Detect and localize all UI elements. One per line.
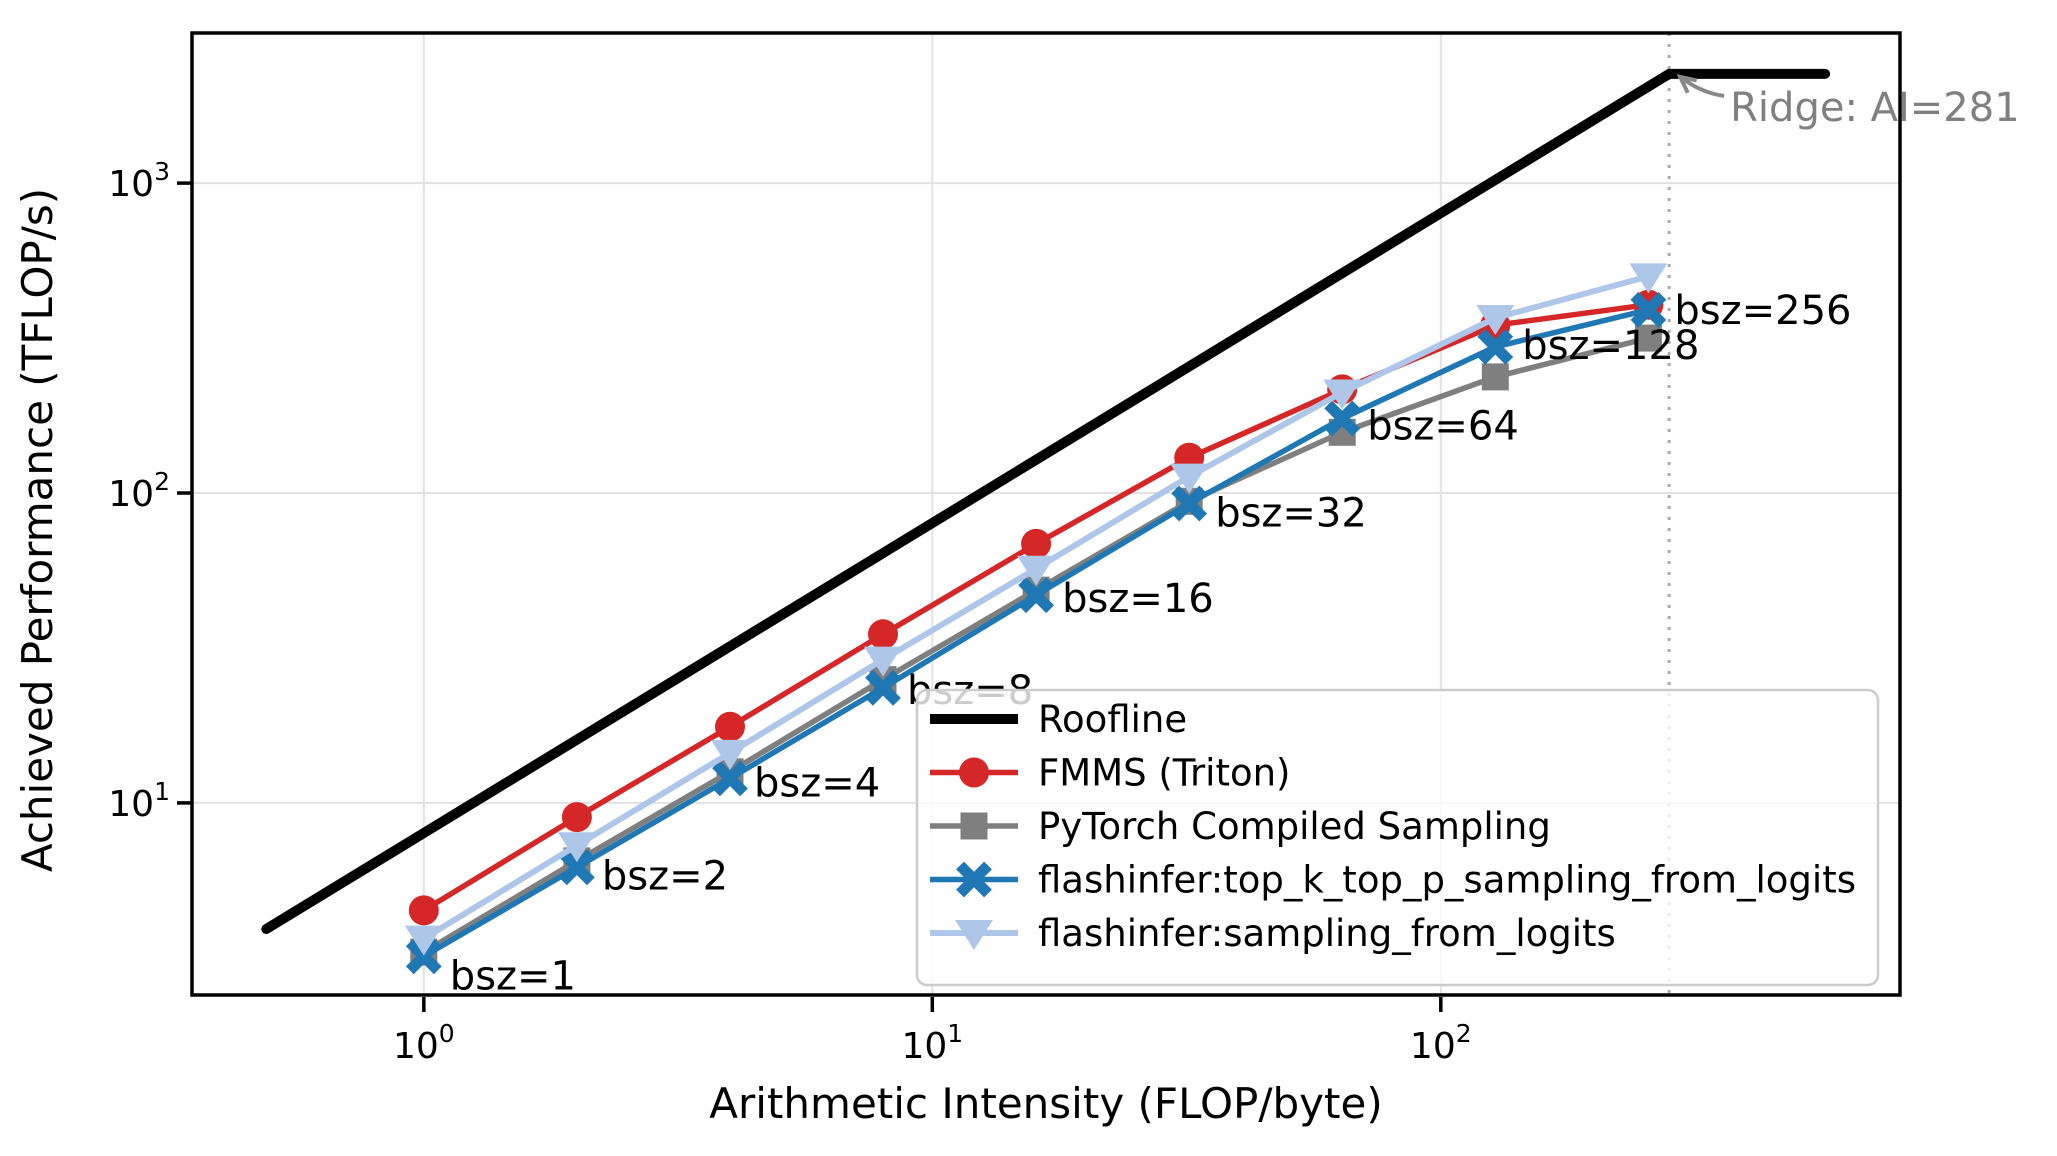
marker-triangle-down <box>1476 305 1515 335</box>
marker-circle <box>715 711 745 742</box>
marker-triangle-down <box>1629 263 1668 294</box>
legend-label: Roofline <box>1038 698 1187 741</box>
x-tick-label: 102 <box>1410 1019 1472 1067</box>
marker-circle <box>1021 528 1052 559</box>
marker-x <box>1630 291 1667 328</box>
bsz-annotation: bsz=32 <box>1215 491 1367 537</box>
marker-triangle-down <box>1323 379 1362 410</box>
y-ticks: 101 102 103 <box>108 157 191 825</box>
marker-x <box>559 849 595 886</box>
legend: Roofline FMMS (Triton) PyTorch Compiled Sa… <box>915 688 1880 987</box>
legend-entry: Roofline <box>930 698 1187 741</box>
marker-triangle-down <box>1170 463 1209 494</box>
marker-circle <box>959 757 989 788</box>
marker-triangle-down <box>1017 555 1056 586</box>
legend-box <box>915 688 1880 987</box>
bsz-annotation: bsz=256 <box>1674 288 1851 334</box>
bsz-annotation: bsz=128 <box>1522 323 1699 369</box>
bsz-annotation: bsz=1 <box>450 953 576 999</box>
marker-circle <box>868 619 898 650</box>
marker-x <box>865 670 901 706</box>
y-tick-label: 103 <box>108 157 170 205</box>
marker-x <box>712 760 748 797</box>
x-tick-label: 100 <box>393 1019 455 1067</box>
marker-triangle-down <box>955 920 993 950</box>
marker-x <box>1324 400 1361 437</box>
marker-triangle-down <box>404 925 443 956</box>
y-tick-label: 101 <box>108 777 170 825</box>
legend-label: PyTorch Compiled Sampling <box>1038 805 1551 848</box>
plot-area: bsz=1bsz=2bsz=4bsz=8bsz=16bsz=32bsz=64bs… <box>108 31 2020 1067</box>
x-ticks: 100 101 102 <box>393 997 1472 1067</box>
marker-x <box>1477 329 1514 365</box>
x-axis-label: Arithmetic Intensity (FLOP/byte) <box>709 1079 1382 1128</box>
bsz-annotation: bsz=4 <box>754 760 880 806</box>
y-tick-label: 102 <box>108 467 170 515</box>
marker-triangle-down <box>711 739 749 770</box>
marker-square <box>960 812 988 840</box>
legend-entry: FMMS (Triton) <box>930 752 1291 795</box>
bsz-annotation: bsz=16 <box>1062 576 1214 622</box>
bsz-annotation: bsz=64 <box>1367 404 1519 450</box>
ridge-annotation: Ridge: AI=281 <box>1676 74 2020 131</box>
y-axis-label: Achieved Performance (TFLOP/s) <box>13 188 62 872</box>
ridge-arrow-shaft <box>1681 77 1725 98</box>
marker-x <box>1171 485 1208 522</box>
marker-circle <box>561 802 592 833</box>
series-2 <box>405 291 1667 975</box>
marker-circle <box>408 895 439 926</box>
marker-triangle-down <box>557 832 596 863</box>
axes-spines <box>190 31 1902 997</box>
marker-square <box>1634 324 1662 352</box>
marker-x <box>405 938 442 975</box>
bsz-annotation: bsz=2 <box>602 853 728 899</box>
legend-label: flashinfer:sampling_from_logits <box>1038 912 1616 955</box>
roofline-line <box>261 68 1831 934</box>
legend-entry: flashinfer:top_k_top_p_sampling_from_log… <box>930 859 1856 902</box>
x-tick-label: 101 <box>901 1019 963 1067</box>
ridge-arrow-head <box>1676 74 1698 94</box>
marker-triangle-down <box>864 646 902 677</box>
legend-entry: flashinfer:sampling_from_logits <box>930 912 1616 955</box>
marker-square <box>1481 363 1509 391</box>
ridge-label: Ridge: AI=281 <box>1730 85 2020 131</box>
series-3 <box>404 263 1668 956</box>
marker-x <box>1018 577 1054 614</box>
legend-label: FMMS (Triton) <box>1038 752 1291 795</box>
legend-entry: PyTorch Compiled Sampling <box>930 805 1551 848</box>
marker-x <box>956 861 992 898</box>
legend-label: flashinfer:top_k_top_p_sampling_from_log… <box>1038 859 1856 902</box>
